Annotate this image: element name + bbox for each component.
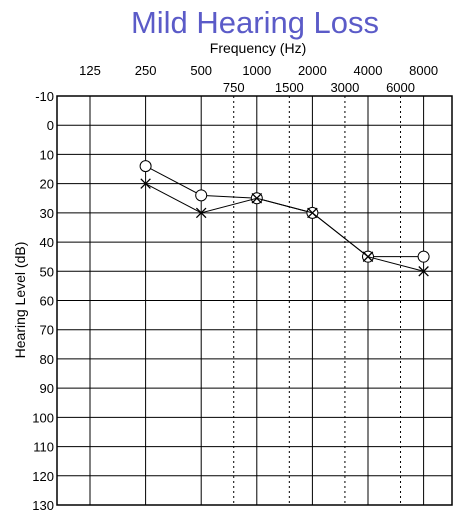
x-tick-label-major: 500 [190,63,212,78]
y-tick-label: 10 [40,147,54,162]
x-axis-title: Frequency (Hz) [210,40,306,56]
y-tick-label: 50 [40,264,54,279]
data-point-x [195,207,207,219]
y-tick-label: 90 [40,381,54,396]
y-tick-label: 100 [32,410,54,425]
data-point-x [418,266,429,277]
x-tick-label-major: 2000 [298,63,327,78]
x-tick-label-major: 1000 [242,63,271,78]
x-tick-label-minor: 750 [223,80,245,95]
y-tick-label: 20 [40,177,54,192]
data-point-x [140,178,151,189]
data-point-circle [139,160,152,173]
series-marks [139,160,430,277]
data-point-circle [195,189,208,202]
y-tick-label: 60 [40,294,54,309]
chart-title: Mild Hearing Loss [131,5,379,40]
x-tick-label-major: 125 [79,63,101,78]
y-tick-label: 0 [47,118,54,133]
data-point-x [251,192,263,204]
series-line-circle [145,165,424,258]
y-tick-label: 130 [32,498,54,513]
x-tick-label-major: 4000 [354,63,383,78]
series-line-x [145,183,424,272]
x-tick-label-minor: 3000 [330,80,359,95]
x-tick-label-major: 8000 [409,63,438,78]
data-point-x [307,207,318,219]
y-tick-label: 80 [40,352,54,367]
y-tick-label: 30 [40,206,54,221]
x-tick-label-minor: 1500 [275,80,304,95]
data-point-x [362,251,374,262]
y-axis-title: Hearing Level (dB) [12,242,28,359]
x-tick-label-minor: 6000 [386,80,415,95]
y-tick-label: 40 [40,235,54,250]
plot-border [56,95,453,506]
tick-labels: -10 0 10 20 30 40 50 60 70 80 90 100 110 120 130 125 250… [32,63,438,513]
data-point-circle [417,250,430,263]
y-tick-label: 70 [40,323,54,338]
y-tick-label: 110 [33,440,54,455]
y-tick-label: 120 [32,469,54,484]
grid [56,95,453,506]
y-tick-label: -10 [35,89,54,104]
x-tick-label-major: 250 [135,63,157,78]
